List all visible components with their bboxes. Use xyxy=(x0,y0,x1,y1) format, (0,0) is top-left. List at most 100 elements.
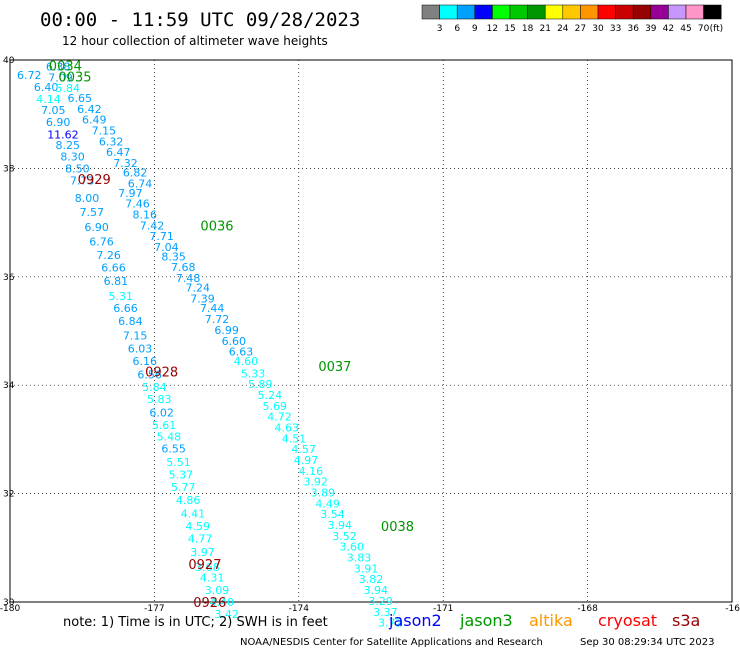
wave-height-value: 6.99 xyxy=(214,324,239,337)
wave-height-value: 6.40 xyxy=(34,81,59,94)
legend-label: 24 xyxy=(557,24,569,34)
track-time-label: 0927 xyxy=(188,558,221,573)
wave-height-value: 5.37 xyxy=(169,469,194,482)
track-time-label: 0038 xyxy=(381,520,414,535)
wave-height-value: 7.42 xyxy=(140,219,165,232)
wave-height-value: 3.68 xyxy=(195,561,220,574)
wave-height-value: 6.03 xyxy=(128,342,153,355)
wave-height-value: 7.39 xyxy=(190,292,215,305)
wave-height-value: 4.51 xyxy=(282,432,307,445)
wave-height-value: 7.46 xyxy=(125,198,150,211)
legend-label: 15 xyxy=(504,24,515,34)
legend-label: 33 xyxy=(610,24,621,34)
legend-swatch xyxy=(544,4,564,20)
wave-height-value: 4.86 xyxy=(176,494,201,507)
wave-height-value: 8.30 xyxy=(60,150,85,163)
wave-height-value: 4.59 xyxy=(185,520,210,533)
wave-height-value: 3.83 xyxy=(347,552,372,565)
track-time-label: 0034 xyxy=(49,59,82,74)
wave-height-value: 6.81 xyxy=(104,275,129,288)
legend-label: 21 xyxy=(539,24,550,34)
wave-height-value: 5.33 xyxy=(241,367,266,380)
satellite-name: jason2 xyxy=(388,611,442,630)
wave-height-value: 3.72 xyxy=(378,617,403,630)
wave-height-value: 4.97 xyxy=(294,454,319,467)
wave-height-value: 8.00 xyxy=(75,192,100,205)
lon-tick-label: -174 xyxy=(289,604,310,614)
wave-height-value: 5.24 xyxy=(258,389,283,402)
axis-ticks: -180 -177 -174 -171 -168 -16 30 32 34 36 38 40 xyxy=(0,56,740,614)
legend-label: 12 xyxy=(487,24,498,34)
wave-height-value: 3.91 xyxy=(354,562,379,575)
wave-height-value: 7.68 xyxy=(171,261,196,274)
wave-height-value: 4.60 xyxy=(234,355,259,368)
legend-swatch xyxy=(492,4,511,20)
track-time-label: 0928 xyxy=(145,366,178,381)
wave-height-value: 6.49 xyxy=(82,114,107,127)
legend-swatch xyxy=(456,4,476,20)
wave-height-value: 6.74 xyxy=(128,178,153,191)
wave-height-value: 6.02 xyxy=(149,406,174,419)
track-time-label: 0926 xyxy=(193,596,226,611)
wave-height-value: 6.63 xyxy=(229,346,254,359)
wave-height-value: 7.48 xyxy=(176,272,201,285)
lat-tick-label: 36 xyxy=(3,273,15,283)
wave-height-value: 3.60 xyxy=(339,541,364,554)
wave-height-value: 6.82 xyxy=(123,167,148,180)
wave-height-value: 6.90 xyxy=(46,116,71,129)
wave-height-value: 5.31 xyxy=(108,290,133,303)
wave-height-value: 6.65 xyxy=(68,92,93,105)
satellite-name: cryosat xyxy=(598,611,657,630)
wave-height-value: 7.57 xyxy=(80,206,105,219)
wave-height-value: 3.37 xyxy=(373,606,398,619)
wave-height-value: 4.57 xyxy=(291,443,316,456)
lon-tick-label: -177 xyxy=(144,604,164,614)
wave-height-value: 3.54 xyxy=(320,508,345,521)
wave-height-value: 8.50 xyxy=(65,162,90,175)
legend-swatch xyxy=(597,4,616,20)
wave-height-value: 6.47 xyxy=(106,146,131,159)
wave-height-value: 6.32 xyxy=(99,135,124,148)
generated-timestamp: Sep 30 08:29:34 UTC 2023 xyxy=(580,637,714,648)
wave-height-value: 6.60 xyxy=(222,335,247,348)
wave-height-value: 4.31 xyxy=(200,572,225,585)
wave-height-value: 7.05 xyxy=(41,104,66,117)
lat-lon-grid xyxy=(10,60,732,602)
lon-tick-label: -16 xyxy=(725,604,740,614)
wave-height-value: 6.90 xyxy=(84,221,109,234)
wave-height-value: 3.82 xyxy=(359,573,384,586)
wave-height-value: 4.16 xyxy=(299,465,324,478)
wave-height-value: 4.63 xyxy=(275,421,300,434)
wave-height-value: 3.94 xyxy=(327,519,352,532)
wave-height-value: 5.83 xyxy=(147,393,172,406)
lat-tick-label: 32 xyxy=(3,490,14,500)
legend-label: 39 xyxy=(645,24,657,34)
legend-swatch xyxy=(509,4,528,20)
legend-swatch xyxy=(668,4,687,20)
color-scale-legend: 3 6 9 12 15 18 21 24 27 30 33 36 39 42 45 70 (ft) xyxy=(421,4,723,34)
map-frame xyxy=(9,59,733,603)
track-time-label: 0037 xyxy=(318,360,351,375)
wave-height-value: 7.97 xyxy=(118,187,143,200)
wave-height-value: 7.26 xyxy=(96,249,121,262)
legend-swatch xyxy=(685,4,704,20)
wave-height-value: 7.44 xyxy=(200,302,225,315)
wave-height-value: 8.25 xyxy=(56,139,81,152)
wave-height-value: 4.49 xyxy=(315,497,340,510)
wave-height-value: 7.73 xyxy=(70,174,95,187)
wave-height-value: 6.56 xyxy=(137,368,162,381)
legend-label: 3 xyxy=(437,24,443,34)
wave-height-value: 3.92 xyxy=(303,476,328,489)
legend-label: 9 xyxy=(472,24,478,34)
satellite-legend: jason2 jason3 altika cryosat s3a xyxy=(388,611,700,630)
map-title: 00:00 - 11:59 UTC 09/28/2023 xyxy=(40,9,360,31)
wave-height-value: 5.84 xyxy=(56,82,81,95)
wave-height-value: 4.40 xyxy=(210,596,235,609)
wave-height-value: 7.15 xyxy=(123,329,148,342)
lon-tick-label: -180 xyxy=(0,604,20,614)
wave-height-value: 5.89 xyxy=(248,378,273,391)
legend-swatch xyxy=(527,4,546,20)
wave-height-value: 5.77 xyxy=(171,481,196,494)
